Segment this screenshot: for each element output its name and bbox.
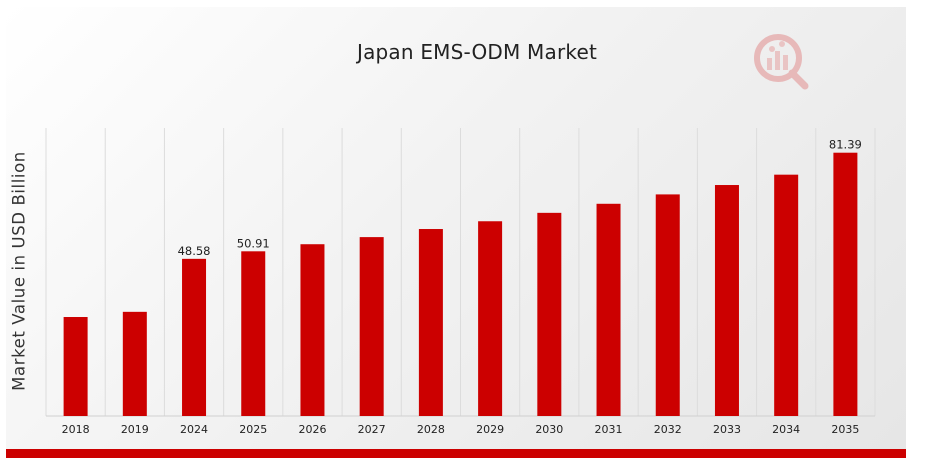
x-tick-label: 2026 [298,423,326,436]
chart-title: Japan EMS-ODM Market [356,40,597,64]
data-label: 48.58 [178,244,211,258]
bar-2019 [122,311,147,416]
x-tick-label: 2029 [476,423,504,436]
x-tick-label: 2031 [595,423,623,436]
bar-2018 [63,317,88,416]
x-tick-label: 2019 [121,423,149,436]
bar-2034 [774,174,799,416]
bar-2033 [714,185,739,416]
bar-2025 [241,251,266,416]
bar-2029 [478,221,503,416]
bar-2035 [833,152,858,416]
bar-2028 [418,229,443,416]
x-tick-label: 2032 [654,423,682,436]
bar-2032 [655,194,680,416]
bars [63,152,858,416]
bar-2027 [359,237,384,416]
x-tick-label: 2024 [180,423,208,436]
grid-lines [45,128,876,416]
data-labels: 48.58 50.91 81.39 [178,138,862,258]
data-label: 50.91 [237,236,270,250]
x-tick-label: 2028 [417,423,445,436]
x-tick-label: 2030 [535,423,563,436]
x-tick-label: 2025 [239,423,267,436]
footer-accent-bar [6,449,906,458]
data-label: 81.39 [829,138,862,152]
chart-panel [6,7,906,451]
magnifier-chart-logo-icon [754,34,809,90]
bar-2026 [300,244,325,416]
x-tick-label: 2033 [713,423,741,436]
x-tick-label: 2034 [772,423,800,436]
bar-2030 [537,212,562,416]
x-tick-label: 2018 [62,423,90,436]
x-tick-labels: 2018 2019 2024 2025 2026 2027 2028 2029 2030 2031… [62,423,860,436]
bar-2024 [182,258,207,416]
bar-2031 [596,203,621,416]
x-tick-label: 2035 [831,423,859,436]
x-tick-label: 2027 [358,423,386,436]
